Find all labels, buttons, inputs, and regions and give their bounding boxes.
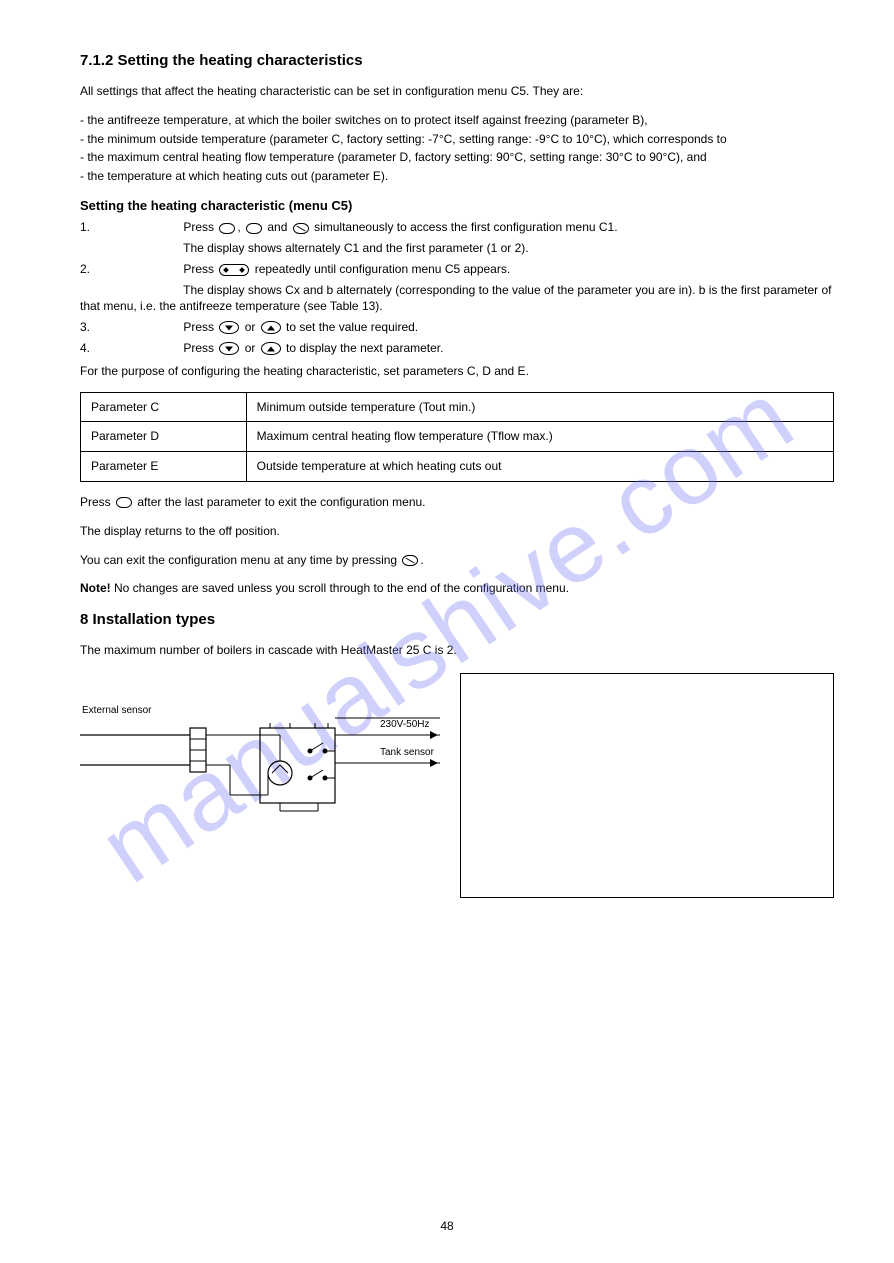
step-row: 4. Press or to display the next paramete… bbox=[80, 340, 834, 357]
pill-button-icon bbox=[219, 264, 249, 276]
arrow-down-icon bbox=[219, 321, 239, 334]
system-box bbox=[460, 673, 834, 898]
table-cell: Parameter C bbox=[81, 392, 247, 422]
step-row: 2. Press repeatedly until configuration … bbox=[80, 261, 834, 278]
after-table-line: Press after the last parameter to exit t… bbox=[80, 494, 834, 511]
button-icon-b bbox=[246, 223, 262, 234]
table-row: Parameter E Outside temperature at which… bbox=[81, 452, 834, 482]
note-text: Note! No changes are saved unless you sc… bbox=[80, 580, 834, 597]
step-row: The display shows Cx and b alternately (… bbox=[80, 282, 834, 316]
step-text: Press or to display the next parameter. bbox=[183, 341, 443, 355]
arrow-down-icon bbox=[219, 342, 239, 355]
bullet-list: - the antifreeze temperature, at which t… bbox=[80, 112, 834, 185]
page-number: 48 bbox=[0, 1218, 894, 1235]
bullet-item: - the maximum central heating flow tempe… bbox=[80, 149, 834, 166]
bullet-item: - the antifreeze temperature, at which t… bbox=[80, 112, 834, 129]
diagram-svg: External sensor 230V-50Hz Tank sensor bbox=[80, 673, 440, 843]
intro-text: All settings that affect the heating cha… bbox=[80, 83, 834, 100]
diagram-label: 230V-50Hz bbox=[380, 719, 429, 730]
table-cell: Outside temperature at which heating cut… bbox=[246, 452, 833, 482]
params-note: For the purpose of configuring the heati… bbox=[80, 363, 834, 380]
installation-text: The maximum number of boilers in cascade… bbox=[80, 642, 834, 659]
wiring-diagram: External sensor 230V-50Hz Tank sensor bbox=[80, 673, 440, 853]
step-text: Press or to set the value required. bbox=[183, 320, 418, 334]
step-text: The display shows Cx and b alternately (… bbox=[80, 283, 831, 314]
arrow-up-icon bbox=[261, 342, 281, 355]
diagram-row: External sensor 230V-50Hz Tank sensor bbox=[80, 673, 834, 898]
system-box-container bbox=[460, 673, 834, 898]
bullet-item: - the temperature at which heating cuts … bbox=[80, 168, 834, 185]
step-number: 3. bbox=[80, 319, 180, 336]
installation-title: 8 Installation types bbox=[80, 609, 834, 630]
step-number: 4. bbox=[80, 340, 180, 357]
button-icon-slash bbox=[402, 555, 418, 566]
arrow-up-icon bbox=[261, 321, 281, 334]
diagram-label: External sensor bbox=[82, 705, 152, 716]
step-number: 1. bbox=[80, 219, 180, 236]
parameter-table: Parameter C Minimum outside temperature … bbox=[80, 392, 834, 482]
step-row: 1. Press , and simultaneously to access … bbox=[80, 219, 834, 236]
button-icon-a bbox=[219, 223, 235, 234]
table-cell: Parameter D bbox=[81, 422, 247, 452]
step-number: 2. bbox=[80, 261, 180, 278]
step-row: 3. Press or to set the value required. bbox=[80, 319, 834, 336]
table-row: Parameter C Minimum outside temperature … bbox=[81, 392, 834, 422]
after-table-line: The display returns to the off position. bbox=[80, 523, 834, 540]
table-cell: Maximum central heating flow temperature… bbox=[246, 422, 833, 452]
step-text: The display shows alternately C1 and the… bbox=[183, 241, 529, 255]
bullet-item: - the minimum outside temperature (param… bbox=[80, 131, 834, 148]
section-title: 7.1.2 Setting the heating characteristic… bbox=[80, 50, 834, 71]
subsection-title: Setting the heating characteristic (menu… bbox=[80, 197, 834, 215]
table-row: Parameter D Maximum central heating flow… bbox=[81, 422, 834, 452]
button-icon-a bbox=[116, 497, 132, 508]
step-row: The display shows alternately C1 and the… bbox=[80, 240, 834, 257]
table-cell: Minimum outside temperature (Tout min.) bbox=[246, 392, 833, 422]
table-cell: Parameter E bbox=[81, 452, 247, 482]
step-text: Press , and simultaneously to access the… bbox=[183, 220, 617, 234]
step-text: Press repeatedly until configuration men… bbox=[183, 262, 510, 276]
button-icon-slash bbox=[293, 223, 309, 234]
diagram-label: Tank sensor bbox=[380, 747, 435, 758]
after-table-line: You can exit the configuration menu at a… bbox=[80, 552, 834, 569]
page-content: 7.1.2 Setting the heating characteristic… bbox=[0, 0, 894, 938]
